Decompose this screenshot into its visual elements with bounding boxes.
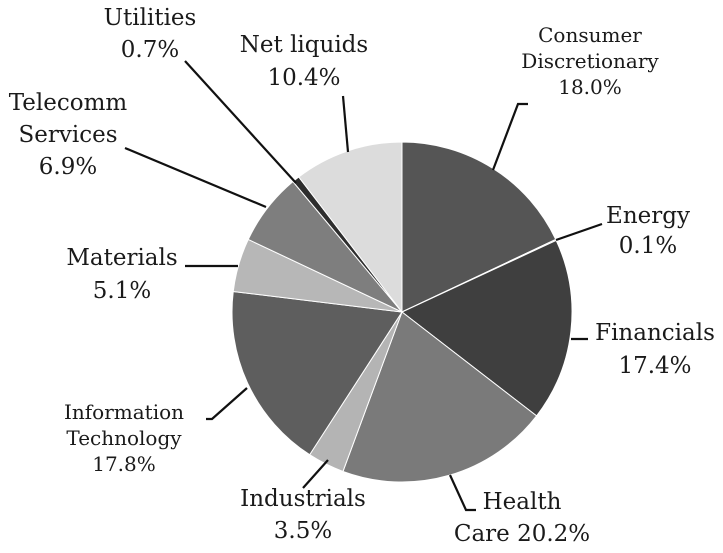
slice-label-line: 0.1% xyxy=(619,233,677,259)
slice-label-line: Industrials xyxy=(240,486,366,512)
slice-label-6: Materials 5.1% xyxy=(66,245,177,304)
slice-label-9: Net liquids 10.4% xyxy=(240,32,368,91)
slice-label-5: Information Technology 17.8% xyxy=(64,400,184,476)
leader-lines xyxy=(124,60,603,512)
slice-label-line: Energy xyxy=(606,203,690,229)
leader-line-0 xyxy=(491,102,528,171)
slice-label-2: Financials 17.4% xyxy=(595,320,715,379)
slice-label-line: 17.4% xyxy=(618,353,691,379)
slice-label-line: 10.4% xyxy=(267,65,340,91)
slice-label-line: Technology xyxy=(66,426,182,450)
leader-line-9 xyxy=(341,95,350,153)
slice-label-4: Industrials 3.5% xyxy=(240,486,366,544)
slice-label-line: Utilities xyxy=(104,5,197,31)
leader-line-3 xyxy=(448,474,476,512)
pie-slice-2 xyxy=(401,239,573,417)
slice-label-line: Net liquids xyxy=(240,32,368,58)
leader-line-5 xyxy=(206,387,248,421)
slice-label-line: 17.8% xyxy=(92,452,156,476)
pie-slice-3 xyxy=(342,311,538,483)
slice-label-line: 6.9% xyxy=(39,154,97,180)
slice-label-0: Consumer Discretionary 18.0% xyxy=(521,23,659,99)
leader-line-4 xyxy=(302,459,329,489)
slice-label-line: 0.7% xyxy=(121,37,179,63)
slice-label-7: Telecomm Services 6.9% xyxy=(9,90,128,180)
slice-label-line: Financials xyxy=(595,320,715,346)
slice-label-1: Energy 0.1% xyxy=(606,203,690,259)
pie-slices xyxy=(231,141,573,483)
leader-line-1 xyxy=(555,222,603,242)
slice-label-line: Materials xyxy=(66,245,177,271)
pie-slice-5 xyxy=(231,290,403,456)
slice-label-line: Consumer xyxy=(538,23,642,47)
slice-label-line: 3.5% xyxy=(274,518,332,544)
slice-label-line: 18.0% xyxy=(558,75,622,99)
slice-label-line: Care 20.2% xyxy=(454,521,590,547)
slice-labels: Consumer Discretionary 18.0% Energy 0.1% Fina… xyxy=(9,5,715,547)
slice-label-line: Health xyxy=(483,489,562,515)
slice-label-line: Telecomm xyxy=(9,90,128,116)
slice-label-line: Discretionary xyxy=(521,49,659,73)
slice-label-line: 5.1% xyxy=(93,278,151,304)
slice-label-line: Information xyxy=(64,400,184,424)
leader-line-7 xyxy=(124,146,267,209)
leader-line-8 xyxy=(184,60,297,184)
slice-label-8: Utilities 0.7% xyxy=(104,5,197,63)
slice-label-line: Services xyxy=(18,122,117,148)
slice-label-3: Health Care 20.2% xyxy=(454,489,590,547)
